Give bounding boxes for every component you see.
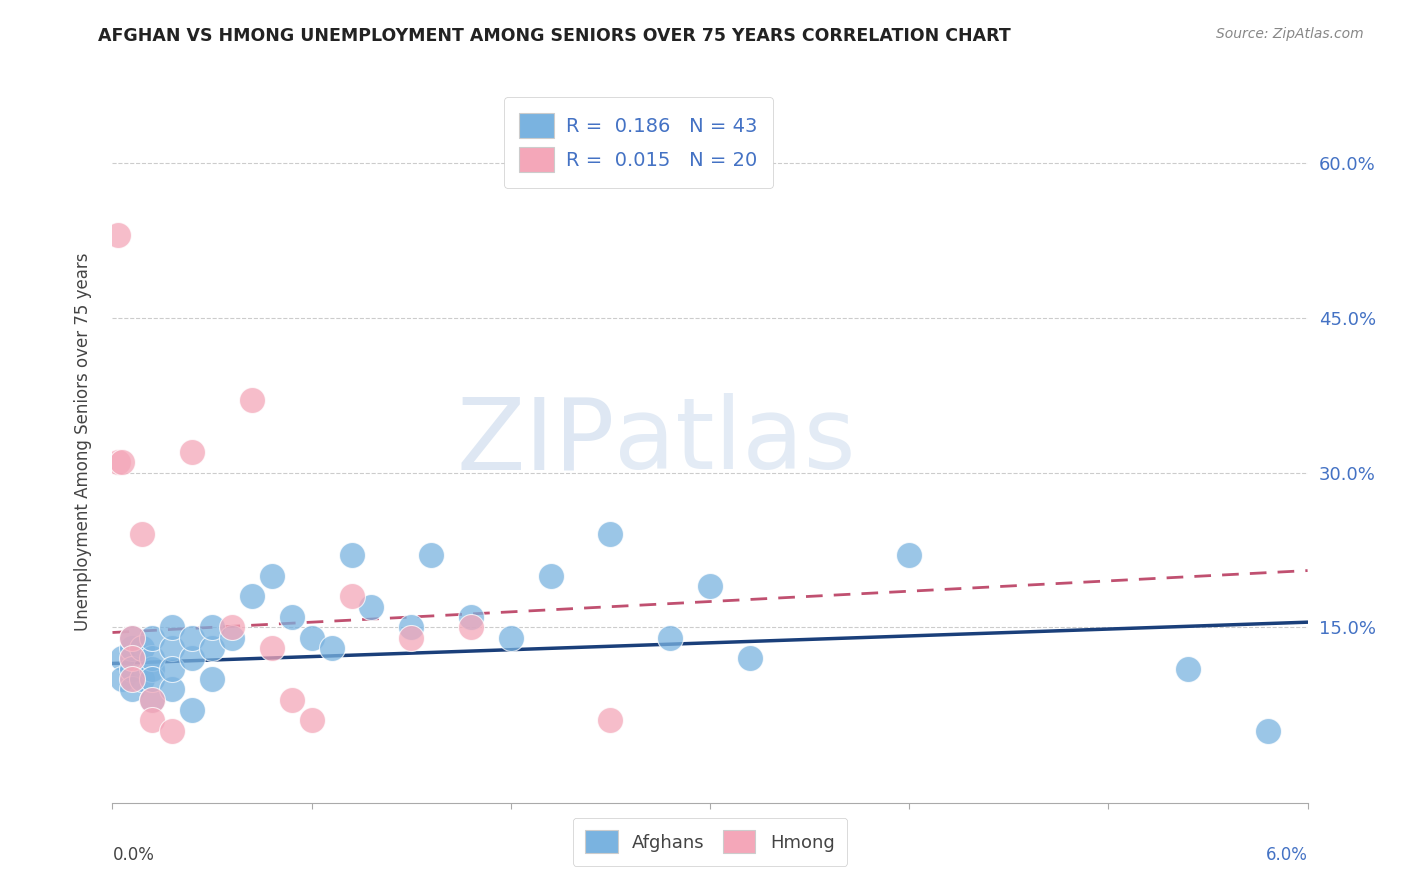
Point	[499, 631, 522, 645]
Point	[699, 579, 721, 593]
Point	[420, 548, 443, 562]
Point	[301, 631, 323, 645]
Point	[401, 631, 423, 645]
Point	[340, 548, 363, 562]
Point	[1177, 662, 1199, 676]
Point	[141, 692, 163, 706]
Text: Source: ZipAtlas.com: Source: ZipAtlas.com	[1216, 27, 1364, 41]
Point	[107, 228, 129, 243]
Point	[141, 651, 163, 665]
Point	[162, 620, 183, 634]
Point	[111, 651, 134, 665]
Point	[181, 651, 204, 665]
Point	[121, 682, 143, 697]
Point	[162, 682, 183, 697]
Point	[141, 631, 163, 645]
Point	[260, 568, 283, 582]
Point	[221, 631, 243, 645]
Point	[738, 651, 761, 665]
Point	[340, 590, 363, 604]
Point	[240, 590, 263, 604]
Point	[540, 568, 562, 582]
Text: 0.0%: 0.0%	[112, 847, 155, 864]
Point	[141, 672, 163, 686]
Point	[107, 455, 129, 469]
Point	[131, 672, 153, 686]
Text: AFGHAN VS HMONG UNEMPLOYMENT AMONG SENIORS OVER 75 YEARS CORRELATION CHART: AFGHAN VS HMONG UNEMPLOYMENT AMONG SENIO…	[98, 27, 1011, 45]
Point	[181, 445, 204, 459]
Point	[121, 640, 143, 655]
Point	[121, 651, 143, 665]
Point	[181, 631, 204, 645]
Point	[281, 692, 304, 706]
Point	[260, 640, 283, 655]
Point	[181, 703, 204, 717]
Point	[121, 631, 143, 645]
Point	[162, 662, 183, 676]
Legend: Afghans, Hmong: Afghans, Hmong	[572, 818, 848, 866]
Point	[599, 527, 621, 541]
Point	[599, 713, 621, 727]
Point	[201, 640, 224, 655]
Point	[301, 713, 323, 727]
Point	[898, 548, 921, 562]
Point	[401, 620, 423, 634]
Point	[659, 631, 682, 645]
Point	[121, 631, 143, 645]
Point	[141, 713, 163, 727]
Point	[460, 610, 482, 624]
Point	[1257, 723, 1279, 738]
Point	[162, 640, 183, 655]
Text: 6.0%: 6.0%	[1265, 847, 1308, 864]
Point	[111, 455, 134, 469]
Y-axis label: Unemployment Among Seniors over 75 years: Unemployment Among Seniors over 75 years	[73, 252, 91, 631]
Point	[162, 723, 183, 738]
Point	[221, 620, 243, 634]
Text: ZIP: ZIP	[456, 393, 614, 490]
Point	[201, 672, 224, 686]
Point	[111, 672, 134, 686]
Point	[240, 393, 263, 408]
Point	[201, 620, 224, 634]
Point	[321, 640, 343, 655]
Point	[121, 662, 143, 676]
Text: atlas: atlas	[614, 393, 856, 490]
Point	[141, 692, 163, 706]
Point	[121, 672, 143, 686]
Point	[281, 610, 304, 624]
Point	[131, 640, 153, 655]
Point	[141, 662, 163, 676]
Point	[360, 599, 382, 614]
Point	[460, 620, 482, 634]
Point	[131, 527, 153, 541]
